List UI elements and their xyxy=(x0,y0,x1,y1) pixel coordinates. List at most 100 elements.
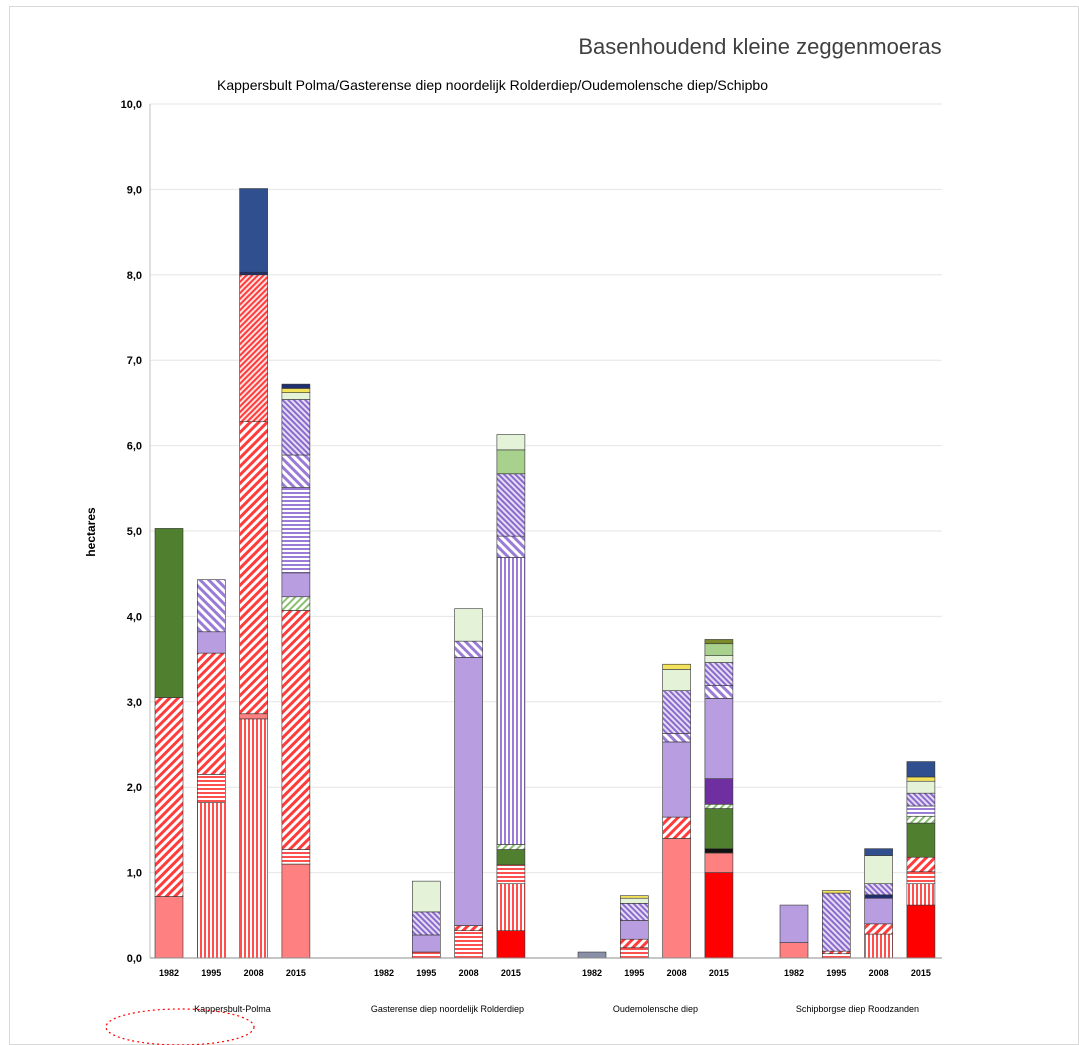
bar-segment xyxy=(281,610,311,850)
y-tick-label: 1,0 xyxy=(127,868,142,880)
group-labels: Kappersbult-Polma Gasterense diep noordel… xyxy=(194,1004,919,1014)
x-tick-label: 2015 xyxy=(501,968,521,978)
bar-segment xyxy=(704,852,734,873)
bar-segment xyxy=(154,697,184,897)
group-label: Kappersbult-Polma xyxy=(194,1004,271,1014)
bar-segment xyxy=(619,938,649,949)
bar-segment xyxy=(779,904,809,943)
bar-segment xyxy=(864,923,893,935)
chart-subtitle: Kappersbult Polma/Gasterense diep noorde… xyxy=(217,77,768,93)
bar-segment xyxy=(906,792,936,807)
bar-stack xyxy=(864,848,893,959)
gridlines xyxy=(150,103,942,874)
bar-segment xyxy=(662,838,691,959)
bar-segment xyxy=(197,652,226,775)
bar-segment xyxy=(239,718,268,959)
bar-segment xyxy=(496,849,526,866)
bar-segment xyxy=(411,880,441,913)
bar-segment xyxy=(496,864,526,885)
bar-segment xyxy=(496,930,526,959)
bars xyxy=(154,188,936,959)
bar-stack xyxy=(821,890,851,959)
bar-segment xyxy=(496,535,526,558)
bar-stack xyxy=(411,880,441,959)
bar-segment xyxy=(281,849,311,865)
x-tick-label: 2015 xyxy=(911,968,931,978)
bar-segment xyxy=(454,930,483,959)
y-tick-label: 9,0 xyxy=(127,184,142,196)
x-tick-label: 1982 xyxy=(159,968,179,978)
bar-segment xyxy=(821,953,851,959)
bar-stack xyxy=(154,528,184,959)
x-tick-label: 1982 xyxy=(374,968,394,978)
x-tick-label: 1995 xyxy=(624,968,644,978)
bar-segment xyxy=(239,188,268,273)
x-tick-label: 1995 xyxy=(201,968,221,978)
group-label: Oudemolensche diep xyxy=(613,1004,698,1014)
bar-segment xyxy=(662,816,691,839)
y-tick-label: 7,0 xyxy=(127,355,142,367)
bar-segment xyxy=(197,774,226,803)
y-tick-label: 5,0 xyxy=(127,526,142,538)
bar-segment xyxy=(906,815,936,824)
bar-stack xyxy=(281,383,311,959)
y-tick-label: 6,0 xyxy=(127,441,142,453)
bar-segment xyxy=(496,844,526,850)
x-tick-label: 2015 xyxy=(286,968,306,978)
y-tick-label: 10,0 xyxy=(121,99,142,111)
bar-segment xyxy=(864,894,893,899)
bar-stack xyxy=(704,639,734,959)
bar-segment xyxy=(454,640,483,658)
bar-segment xyxy=(197,631,226,654)
y-tick-label: 4,0 xyxy=(127,611,142,623)
bar-segment xyxy=(239,274,268,422)
bar-segment xyxy=(281,454,311,488)
bar-segment xyxy=(662,669,691,691)
x-tick-label: 2015 xyxy=(709,968,729,978)
highlight-ellipse xyxy=(105,1008,255,1045)
bar-segment xyxy=(154,896,184,959)
bar-segment xyxy=(454,657,483,926)
x-tick-label: 1982 xyxy=(582,968,602,978)
bar-segment xyxy=(281,596,311,611)
bar-stack xyxy=(662,663,691,959)
bar-segment xyxy=(281,383,311,389)
bar-segment xyxy=(704,848,734,854)
bar-segment xyxy=(619,947,649,959)
bar-stack xyxy=(496,434,526,959)
bar-segment xyxy=(239,271,268,276)
bar-segment xyxy=(779,942,809,959)
bar-segment xyxy=(411,951,441,959)
bar-segment xyxy=(496,557,526,845)
bar-segment xyxy=(821,890,851,894)
bar-segment xyxy=(704,803,734,809)
bar-segment xyxy=(454,608,483,642)
x-tick-labels: 1982 1995 2008 2015 1982 1995 2008 2015 1982 1995… xyxy=(159,968,931,978)
bar-segment xyxy=(496,473,526,537)
bar-segment xyxy=(197,802,226,959)
bar-segment xyxy=(906,776,936,782)
bar-segment xyxy=(821,892,851,952)
bar-stack xyxy=(906,761,936,959)
y-tick-label: 3,0 xyxy=(127,697,142,709)
bar-stack xyxy=(577,951,607,959)
bar-segment xyxy=(496,434,526,451)
bar-segment xyxy=(496,449,526,475)
chart-title: Basenhoudend kleine zeggenmoeras xyxy=(578,34,941,59)
bar-segment xyxy=(662,690,691,734)
bar-segment xyxy=(906,904,936,959)
bar-stack xyxy=(239,188,268,959)
bar-segment xyxy=(864,883,893,896)
bar-segment xyxy=(454,925,483,931)
bar-segment xyxy=(619,895,649,899)
y-tick-labels: 0,0 1,0 2,0 3,0 4,0 5,0 6,0 7,0 8,0 9,0 10,0 xyxy=(121,99,142,965)
bar-segment xyxy=(704,685,734,699)
y-tick-label: 8,0 xyxy=(127,270,142,282)
bar-segment xyxy=(619,903,649,921)
bar-segment xyxy=(906,883,936,906)
bar-segment xyxy=(154,528,184,698)
bar-segment xyxy=(906,871,936,885)
bar-segment xyxy=(281,399,311,456)
bar-segment xyxy=(281,392,311,400)
bar-segment xyxy=(704,698,734,779)
